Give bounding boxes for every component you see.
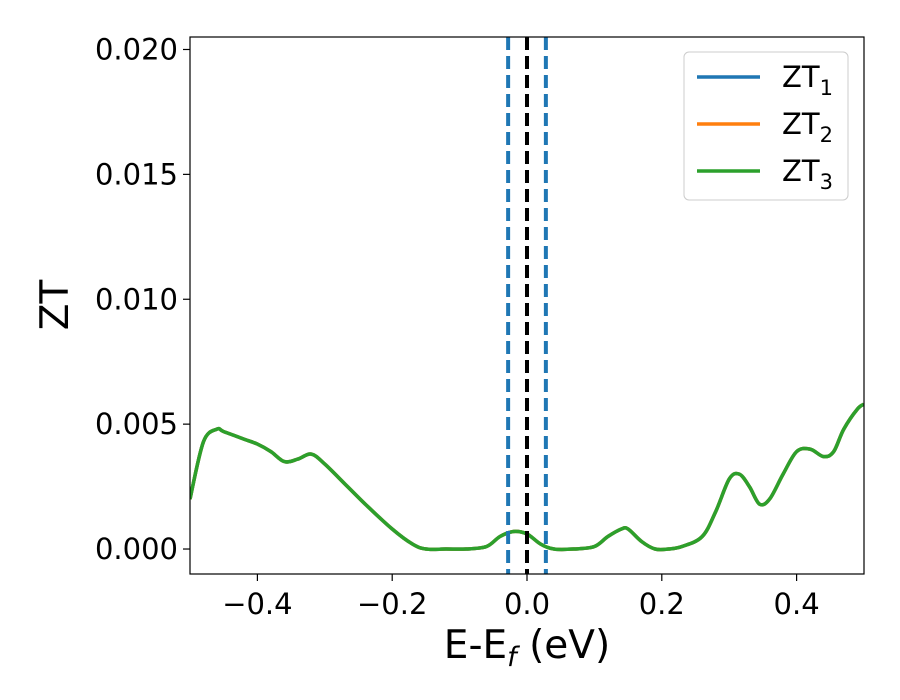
y-tick-label: 0.005 — [95, 407, 178, 441]
y-tick-label: 0.015 — [95, 157, 178, 191]
series-line-zt3 — [190, 402, 864, 552]
legend-label-zt2: ZT2 — [782, 107, 833, 147]
reference-lines — [506, 37, 548, 574]
legend-label-zt1: ZT1 — [782, 60, 833, 100]
legend-box — [683, 51, 849, 201]
legend-label-zt3: ZT3 — [782, 154, 833, 194]
y-tick-label: 0.000 — [95, 532, 178, 566]
y-tick-label: 0.010 — [95, 282, 178, 316]
x-axis-ticks: −0.4 −0.2 0.0 0.2 0.4 — [222, 574, 820, 621]
x-tick-label: 0.4 — [774, 587, 820, 621]
y-axis-ticks: 0.000 0.005 0.010 0.015 0.020 — [95, 32, 190, 566]
y-axis-label: ZT — [33, 280, 78, 331]
legend: ZT1 ZT2 ZT3 — [683, 51, 849, 201]
y-tick-label: 0.020 — [95, 32, 178, 66]
x-tick-label: 0.0 — [504, 587, 550, 621]
x-axis-label: E-Ef (eV) — [444, 623, 610, 673]
series-layer — [190, 402, 864, 552]
x-tick-label: 0.2 — [639, 587, 685, 621]
x-tick-label: −0.4 — [222, 587, 292, 621]
x-tick-label: −0.2 — [357, 587, 427, 621]
